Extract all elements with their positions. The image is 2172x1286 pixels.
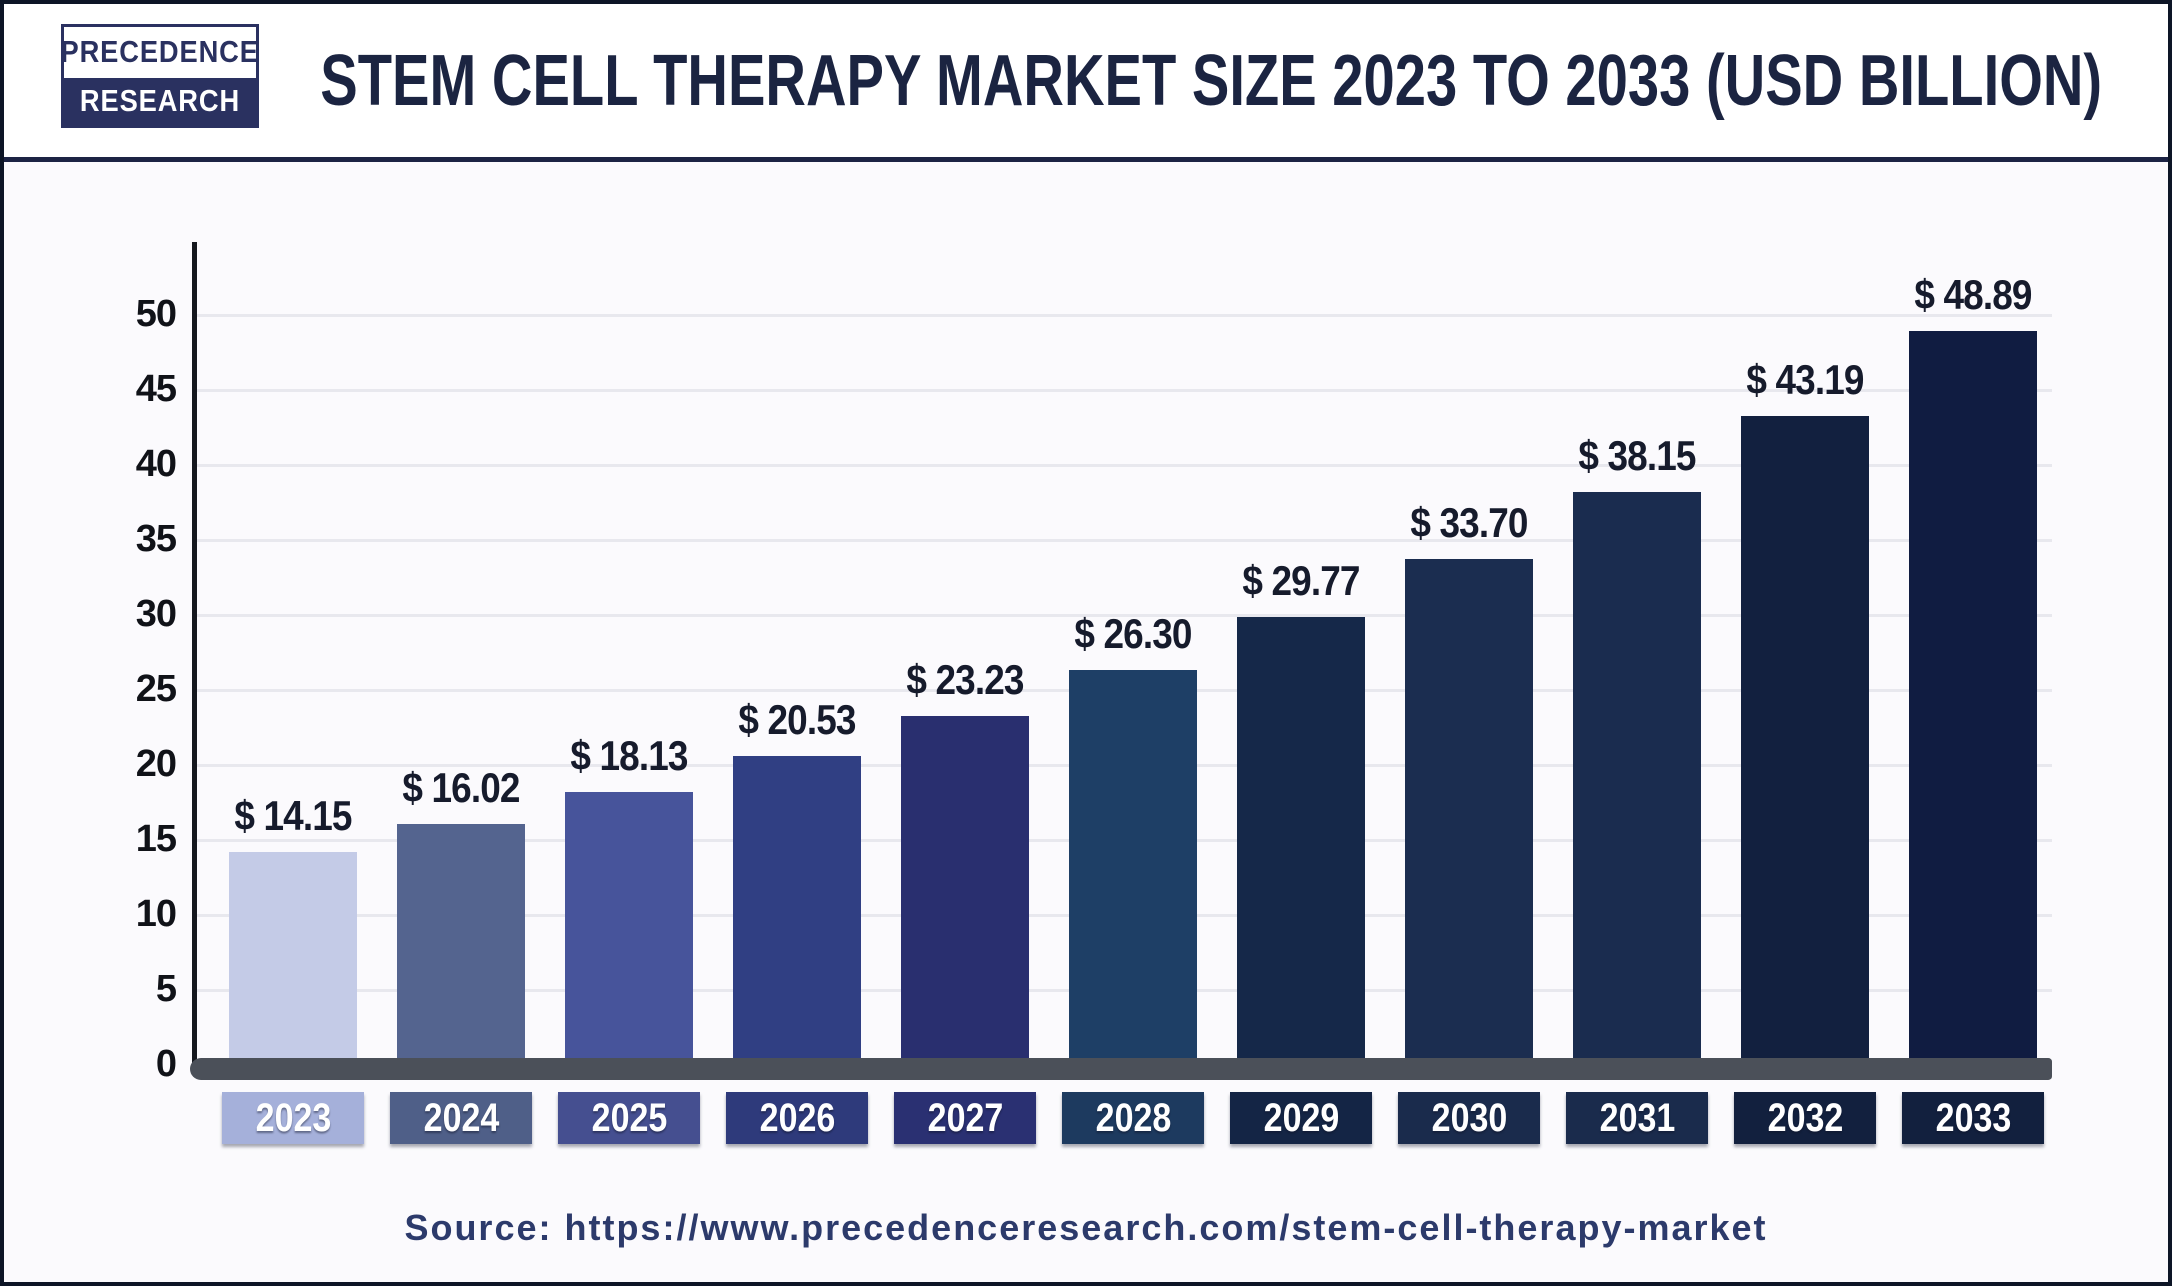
bar-value-label-2032: $ 43.19	[1746, 356, 1864, 404]
x-tick-label-2025: 2025	[591, 1095, 667, 1140]
y-tick-label-25: 25	[135, 668, 177, 710]
bar-value-label-2027: $ 23.23	[906, 655, 1024, 703]
y-tick-label-0: 0	[155, 1043, 177, 1085]
precedence-research-logo: PRECEDENCE RESEARCH	[61, 24, 259, 128]
x-tick-2025: 2025	[558, 1092, 700, 1144]
y-tick-label-20: 20	[135, 743, 177, 785]
gridline-40	[197, 464, 2052, 467]
header-divider-line	[4, 157, 2168, 162]
bar-2030: $ 33.70	[1405, 499, 1533, 1064]
x-tick-2024: 2024	[390, 1092, 532, 1144]
gridline-50	[197, 314, 2052, 317]
bar-value-label-2025: $ 18.13	[570, 732, 688, 780]
x-tick-2028: 2028	[1062, 1092, 1204, 1144]
bar-2024: $ 16.02	[397, 764, 525, 1064]
x-tick-2030: 2030	[1398, 1092, 1540, 1144]
x-tick-2026: 2026	[726, 1092, 868, 1144]
bar-2031: $ 38.15	[1573, 432, 1701, 1064]
logo-line1: PRECEDENCE	[60, 34, 260, 70]
x-axis-baseline	[190, 1058, 2052, 1080]
bar-value-label-2029: $ 29.77	[1242, 557, 1360, 605]
bar-2027: $ 23.23	[901, 656, 1029, 1064]
x-tick-label-2028: 2028	[1095, 1095, 1171, 1140]
chart-title-text: STEM CELL THERAPY MARKET SIZE 2023 TO 20…	[320, 40, 2102, 121]
gridline-30	[197, 614, 2052, 617]
bar-2032: $ 43.19	[1741, 356, 1869, 1064]
y-axis-line	[192, 242, 197, 1068]
bar-value-label-2033: $ 48.89	[1914, 270, 2032, 318]
y-tick-label-50: 50	[135, 293, 177, 335]
gridline-45	[197, 389, 2052, 392]
logo-bottom-row: RESEARCH	[64, 77, 256, 125]
bar-value-label-2023: $ 14.15	[234, 791, 352, 839]
y-tick-label-5: 5	[155, 968, 177, 1010]
x-tick-label-2033: 2033	[1935, 1095, 2011, 1140]
x-axis-tick-labels: 2023 2024 2025 2026 2027 2028 2029 2030 2031 2032…	[197, 1092, 2052, 1144]
x-tick-2032: 2032	[1734, 1092, 1876, 1144]
x-tick-label-2029: 2029	[1263, 1095, 1339, 1140]
bar-value-label-2024: $ 16.02	[402, 763, 520, 811]
logo-top-row: PRECEDENCE	[60, 27, 260, 78]
logo-line2: RESEARCH	[79, 83, 241, 119]
y-tick-label-30: 30	[135, 593, 177, 635]
x-tick-2031: 2031	[1566, 1092, 1708, 1144]
x-tick-label-2032: 2032	[1767, 1095, 1843, 1140]
bar-value-label-2026: $ 20.53	[738, 696, 856, 744]
y-tick-label-35: 35	[135, 518, 177, 560]
gridline-35	[197, 539, 2052, 542]
bar-value-label-2031: $ 38.15	[1578, 431, 1696, 479]
x-tick-label-2030: 2030	[1431, 1095, 1507, 1140]
bar-value-label-2030: $ 33.70	[1410, 498, 1528, 546]
plot-area: $ 14.15 $ 16.02 $ 18.13 $ 20.53 $ 23.23 $ 26.…	[197, 271, 2052, 1064]
bar-2025: $ 18.13	[565, 732, 693, 1064]
x-tick-label-2027: 2027	[927, 1095, 1003, 1140]
bar-2029: $ 29.77	[1237, 557, 1365, 1064]
x-tick-label-2026: 2026	[759, 1095, 835, 1140]
bar-2033: $ 48.89	[1909, 271, 2037, 1064]
x-tick-2033: 2033	[1902, 1092, 2044, 1144]
x-tick-label-2024: 2024	[423, 1095, 499, 1140]
y-tick-label-10: 10	[135, 893, 177, 935]
bar-2023: $ 14.15	[229, 792, 357, 1064]
source-line: Source: https://www.precedenceresearch.c…	[404, 1207, 1768, 1248]
y-tick-label-45: 45	[135, 368, 177, 410]
y-axis-tick-labels: 50 45 40 35 30 25 20 15 10 5 0	[66, 294, 177, 1084]
chart-title: STEM CELL THERAPY MARKET SIZE 2023 TO 20…	[284, 4, 2138, 157]
y-tick-label-40: 40	[135, 443, 177, 485]
x-tick-label-2031: 2031	[1599, 1095, 1675, 1140]
x-tick-2029: 2029	[1230, 1092, 1372, 1144]
bar-2026: $ 20.53	[733, 696, 861, 1064]
x-tick-2023: 2023	[222, 1092, 364, 1144]
bar-2028: $ 26.30	[1069, 610, 1197, 1064]
header-band: PRECEDENCE RESEARCH STEM CELL THERAPY MA…	[4, 4, 2168, 157]
bar-value-label-2028: $ 26.30	[1074, 609, 1192, 657]
y-tick-label-15: 15	[135, 818, 177, 860]
x-tick-label-2023: 2023	[255, 1095, 331, 1140]
x-tick-2027: 2027	[894, 1092, 1036, 1144]
